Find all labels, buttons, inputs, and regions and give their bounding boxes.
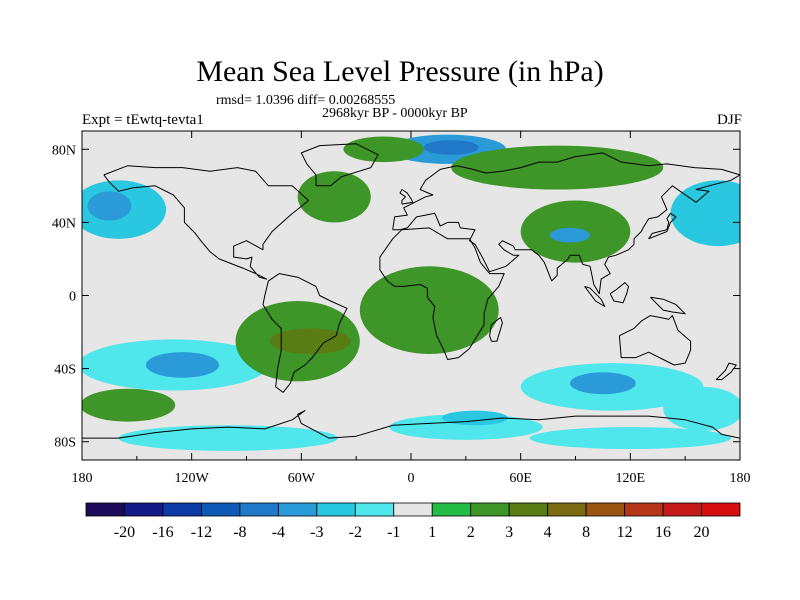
colorbar-label: -16 <box>152 524 173 541</box>
anomaly-region-north-pacific-core <box>87 191 132 221</box>
anomaly-region-southeast-pacific-high <box>82 388 176 422</box>
colorbar-swatch <box>393 502 433 517</box>
anomaly-region-south-america-core <box>270 328 351 354</box>
colorbar-label: -2 <box>349 524 362 541</box>
colorbar-swatch <box>277 502 318 517</box>
colorbar-label: 12 <box>617 524 633 541</box>
colorbar-swatch <box>239 502 279 517</box>
season-label: DJF <box>716 112 742 128</box>
anomaly-region-arctic-high <box>343 136 424 163</box>
colorbar-label: -3 <box>310 524 323 541</box>
x-tick-label: 120W <box>175 471 210 486</box>
y-tick-label: 40N <box>52 216 76 231</box>
colorbar-swatch <box>585 502 625 517</box>
y-tick-label: 0 <box>69 290 76 305</box>
anomaly-region-tibet-low <box>549 227 591 243</box>
anomaly-fill-layer <box>82 134 740 451</box>
period-line: 2968kyr BP - 0000kyr BP <box>322 106 468 121</box>
coastline-australia <box>618 315 692 366</box>
y-tick-label: 80N <box>52 143 76 158</box>
colorbar-label: -20 <box>114 524 135 541</box>
coastline-eurasia <box>392 152 740 295</box>
chart-title: Mean Sea Level Pressure (in hPa) <box>196 55 604 88</box>
anomaly-region-africa-high <box>359 266 499 354</box>
stats-line: rmsd= 1.0396 diff= 0.00268555 <box>216 93 396 108</box>
coastline-sumatra <box>584 285 606 307</box>
x-tick-label: 180 <box>730 471 751 486</box>
colorbar-swatch <box>431 502 472 517</box>
colorbar-label: 1 <box>428 524 436 541</box>
x-tick-label: 60E <box>509 471 532 486</box>
coastline-africa <box>379 227 505 360</box>
colorbar-swatch <box>316 502 356 517</box>
colorbar-label: 8 <box>582 524 590 541</box>
colorbar-swatch <box>124 502 164 517</box>
colorbar-swatch <box>85 502 125 517</box>
experiment-label: Expt = tEwtq-tevta1 <box>82 112 204 128</box>
colorbar-swatch <box>624 502 664 517</box>
colorbar-label: -4 <box>272 524 285 541</box>
x-tick-label: 120E <box>616 471 646 486</box>
colorbar-label: 4 <box>544 524 552 541</box>
coastline-south-america <box>262 273 348 393</box>
colorbar-label: 3 <box>505 524 513 541</box>
x-tick-label: 0 <box>408 471 415 486</box>
coastline-greenland <box>300 143 379 187</box>
y-tick-label: 40S <box>54 363 76 378</box>
anomaly-region-south-pacific-core <box>145 352 220 378</box>
x-tick-label: 60W <box>288 471 316 486</box>
coastline-new-zealand <box>715 362 737 381</box>
colorbar-swatch <box>701 502 741 517</box>
colorbar: -20 -16 -12 -8 -4 -3 -2 -1 1 2 3 4 8 12 16 20 <box>85 502 741 541</box>
anomaly-region-south-indian-core <box>570 372 636 395</box>
colorbar-swatch <box>354 502 395 517</box>
colorbar-label: 20 <box>694 524 710 541</box>
colorbar-swatch <box>547 502 587 517</box>
colorbar-swatch <box>470 502 510 517</box>
colorbar-swatch <box>201 502 241 517</box>
coastline-antarctica <box>82 410 740 439</box>
coastline-great-britain <box>399 189 414 205</box>
coastline-borneo <box>609 282 629 304</box>
colorbar-swatch <box>162 502 202 517</box>
coastline-layer <box>82 143 740 439</box>
anomaly-region-north-atlantic-high <box>297 171 371 223</box>
coastline-new-guinea <box>650 296 686 315</box>
x-tick-label: 180 <box>72 471 93 486</box>
anomaly-region-siberia-high <box>451 145 664 190</box>
anomaly-region-antarctic-east-low <box>529 427 731 450</box>
colorbar-label: -8 <box>233 524 246 541</box>
anomaly-region-antarctic-west-low <box>118 425 338 451</box>
colorbar-swatch <box>508 502 549 517</box>
colorbar-label: -1 <box>387 524 400 541</box>
coastline-japan <box>648 212 677 240</box>
colorbar-label: -12 <box>191 524 212 541</box>
anomaly-region-west-pacific-low <box>670 180 740 247</box>
x-axis: 180 120W 60W 0 60E 120E 180 <box>72 131 751 486</box>
y-tick-label: 80S <box>54 436 76 451</box>
coastline-madagascar <box>489 316 503 342</box>
coastline-north-america <box>103 165 310 280</box>
y-axis: 80N 40N 0 40S 80S <box>52 143 740 451</box>
colorbar-label: 16 <box>655 524 671 541</box>
colorbar-label: 2 <box>467 524 475 541</box>
anomaly-region-arctic-core <box>423 140 479 155</box>
colorbar-swatch <box>662 502 702 517</box>
